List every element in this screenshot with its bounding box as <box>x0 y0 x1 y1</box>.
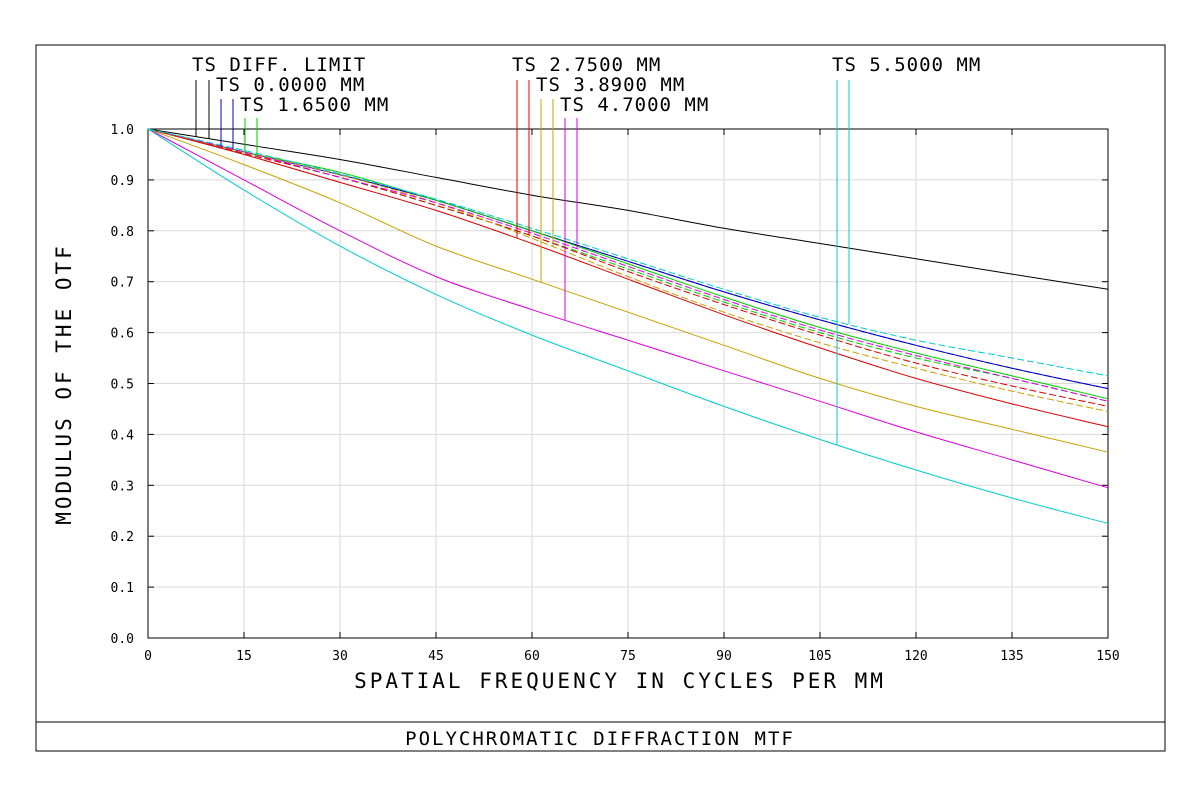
legend-label: TS 1.6500 MM <box>240 94 389 116</box>
series-group <box>147 128 1109 524</box>
legend-label: TS 3.8900 MM <box>536 74 685 96</box>
series-line-ts-5-5000-mm <box>147 128 1109 377</box>
series-line-ts-3-8900-mm <box>147 128 1109 412</box>
series-line-ts-1-6500-mm <box>147 128 1109 400</box>
y-axis-label: MODULUS OF THE OTF <box>52 243 76 525</box>
x-tick-label: 105 <box>808 649 831 664</box>
legend-label: TS DIFF. LIMIT <box>192 54 366 76</box>
x-tick-label: 75 <box>620 649 636 664</box>
y-tick-label: 0.2 <box>111 530 134 545</box>
chart-title: POLYCHROMATIC DIFFRACTION MTF <box>405 728 795 750</box>
x-tick-label: 45 <box>428 649 444 664</box>
y-tick-label: 1.0 <box>111 123 134 138</box>
x-tick-label: 150 <box>1096 649 1119 664</box>
series-line-ts-2-7500-mm <box>147 128 1109 428</box>
series-line-ts-3-8900-mm <box>147 128 1109 453</box>
outer-frame <box>35 44 1166 752</box>
x-axis-label: SPATIAL FREQUENCY IN CYCLES PER MM <box>354 669 886 693</box>
x-tick-label: 60 <box>524 649 540 664</box>
y-tick-label: 0.1 <box>111 581 134 596</box>
ticks: 0 15 30 45 60 75 90 105 120 135 150 0.0 0.1 0.2 0.3 0.4… <box>111 123 1120 664</box>
x-tick-label: 90 <box>716 649 732 664</box>
series-line-ts-5-5000-mm <box>147 128 1109 524</box>
y-tick-label: 0.9 <box>111 174 134 189</box>
y-tick-label: 0.3 <box>111 479 134 494</box>
x-tick-label: 30 <box>332 649 348 664</box>
x-tick-label: 120 <box>904 649 927 664</box>
y-tick-label: 0.7 <box>111 276 134 291</box>
y-tick-label: 0.6 <box>111 327 134 342</box>
y-tick-label: 0.4 <box>111 428 135 443</box>
series-line-ts-4-7000-mm <box>147 128 1109 489</box>
grid <box>148 129 1108 638</box>
series-line-ts-2-7500-mm <box>147 128 1109 407</box>
y-tick-label: 0.0 <box>111 632 134 647</box>
x-tick-label: 0 <box>144 649 152 664</box>
y-tick-label: 0.8 <box>111 225 134 240</box>
series-line-ts-diff-limit <box>147 128 1109 290</box>
legend-label: TS 2.7500 MM <box>512 54 661 76</box>
legend-label: TS 4.7000 MM <box>560 94 709 116</box>
legend-label: TS 5.5000 MM <box>832 54 981 76</box>
x-tick-label: 135 <box>1000 649 1023 664</box>
x-tick-label: 15 <box>236 649 252 664</box>
legend-label: TS 0.0000 MM <box>216 74 365 96</box>
series-line-ts-4-7000-mm <box>147 128 1109 402</box>
y-tick-label: 0.5 <box>111 378 134 393</box>
